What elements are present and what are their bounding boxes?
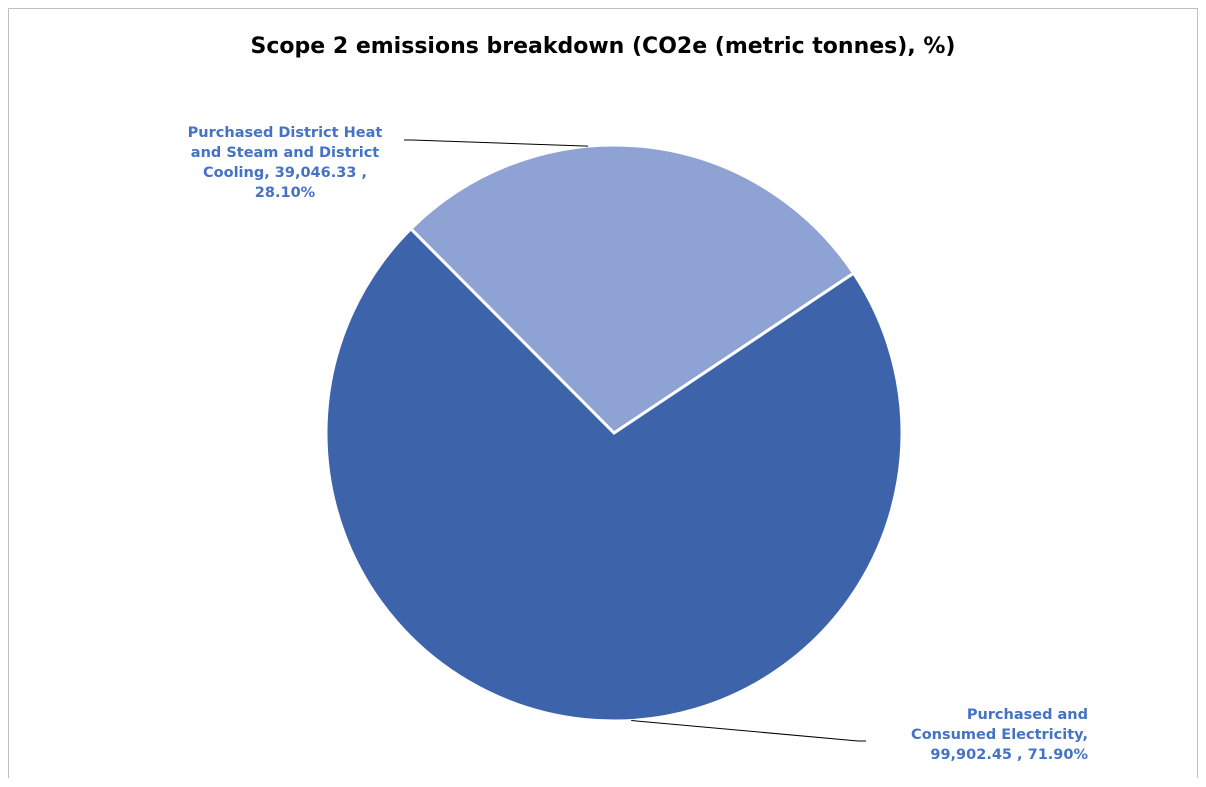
chart-title: Scope 2 emissions breakdown (CO2e (metri… — [250, 34, 956, 59]
leader-line — [631, 719, 866, 742]
pie-slice — [324, 226, 904, 723]
pie-slice — [408, 143, 856, 435]
slice-label-line: Purchased and — [966, 707, 1088, 723]
leader-line — [404, 139, 589, 147]
chart-frame — [8, 8, 1198, 778]
slice-label-line: and Steam and District — [190, 145, 380, 161]
slice-label-line: Consumed Electricity, — [911, 727, 1088, 743]
slice-label-line: Purchased District Heat — [187, 125, 383, 141]
slice-label-line: Cooling, 39,046.33 , — [203, 165, 367, 181]
slice-label-electricity: Purchased and Consumed Electricity, 99,9… — [838, 705, 1088, 765]
slice-label-line: 28.10% — [254, 185, 316, 201]
slice-label-district-heat: Purchased District Heat and Steam and Di… — [150, 123, 420, 203]
slice-label-line: 99,902.45 , 71.90% — [930, 747, 1088, 763]
